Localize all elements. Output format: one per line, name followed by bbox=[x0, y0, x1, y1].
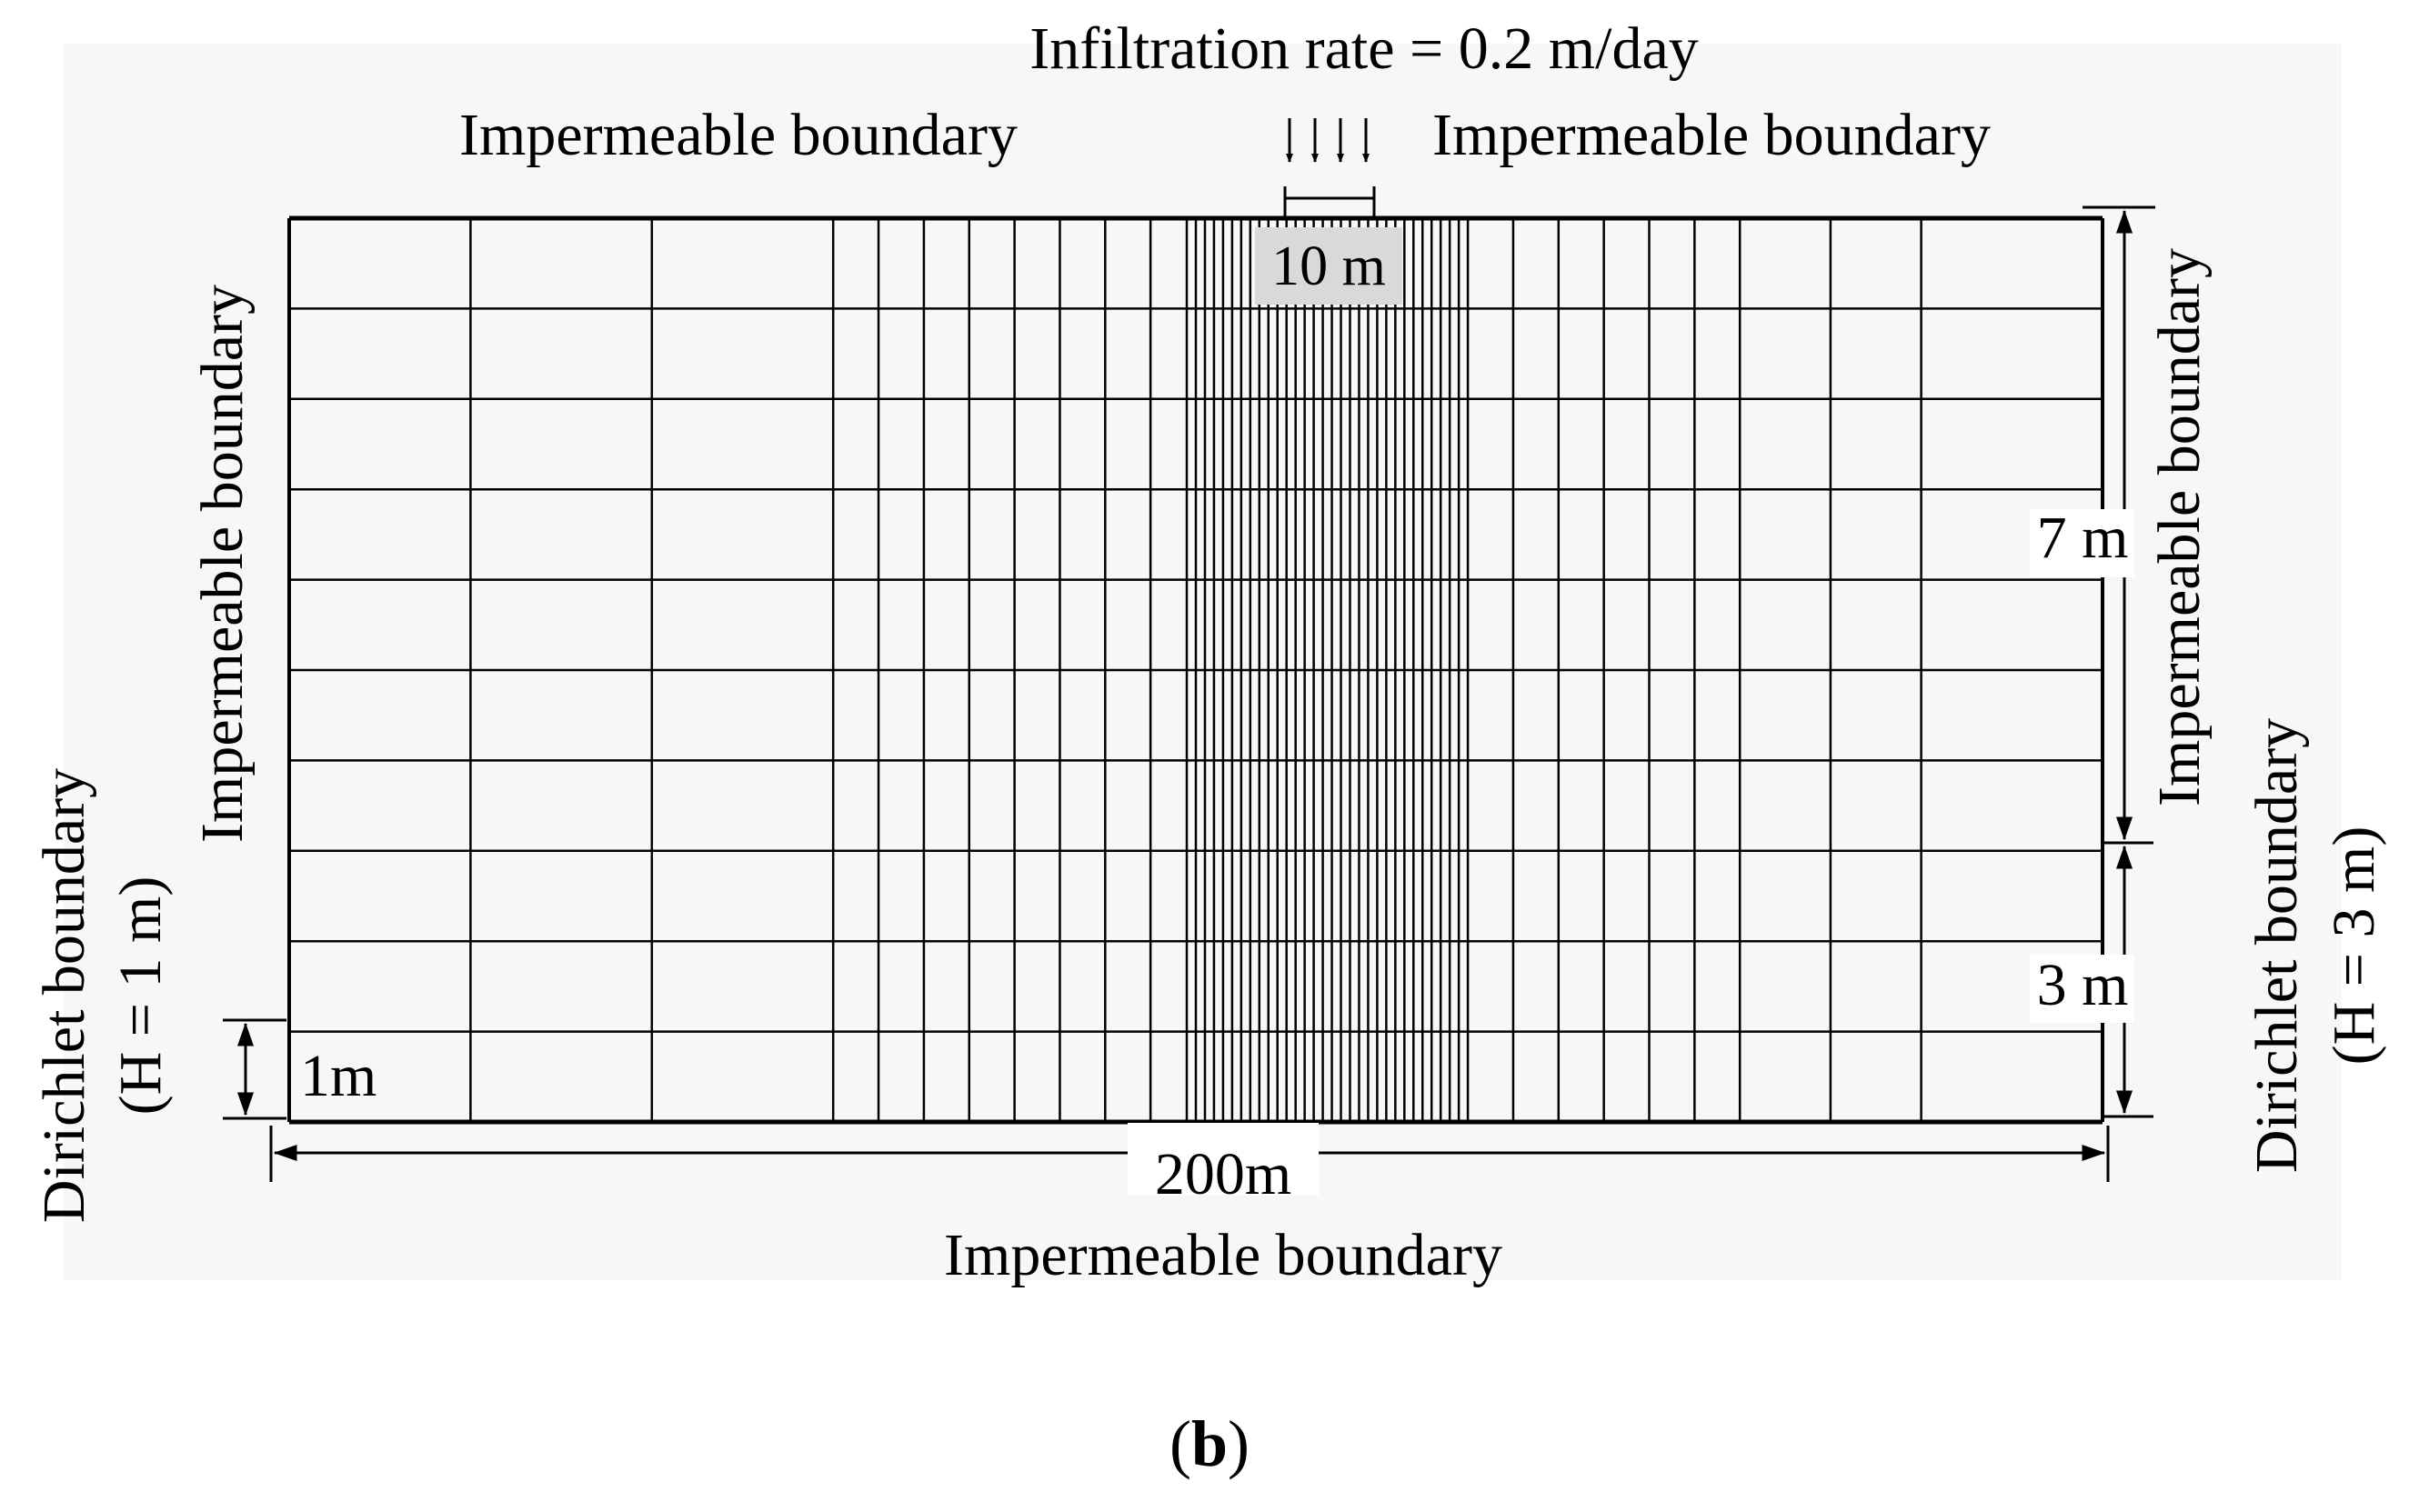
infiltration-label-box bbox=[1255, 227, 1402, 305]
right-upper-label-bg bbox=[2030, 509, 2134, 577]
mesh-grid bbox=[287, 215, 2104, 1125]
bottom-dimension-markers bbox=[269, 1126, 2110, 1182]
right-dirichlet-label-line1: Dirichlet boundary bbox=[2243, 718, 2310, 1173]
infiltration-arrows bbox=[1286, 118, 1370, 163]
left-dirichlet-label-line2: (H = 1 m) bbox=[107, 876, 174, 1116]
figure-caption: (b) bbox=[1169, 1407, 1250, 1480]
infiltration-bracket bbox=[1283, 186, 1376, 216]
top-right-boundary-label: Impermeable boundary bbox=[1432, 102, 1991, 168]
right-boundary-label: Impermeable boundary bbox=[2146, 248, 2213, 806]
right-lower-label-bg bbox=[2030, 955, 2134, 1023]
bottom-dimension-label-bg bbox=[1128, 1123, 1319, 1196]
right-dimension-markers bbox=[2083, 205, 2155, 1118]
right-dirichlet-label-line2: (H = 3 m) bbox=[2321, 826, 2387, 1066]
left-dimension-markers bbox=[223, 1018, 286, 1120]
right-lower-dimension-label: 3 m bbox=[2037, 952, 2129, 1018]
left-dimension-label: 1m bbox=[300, 1043, 376, 1109]
left-dirichlet-label-line1: Dirichlet boundary bbox=[31, 768, 97, 1223]
top-left-boundary-label: Impermeable boundary bbox=[459, 102, 1018, 168]
infiltration-width-label: 10 m bbox=[1271, 235, 1386, 297]
bottom-boundary-label: Impermeable boundary bbox=[944, 1222, 1502, 1288]
left-boundary-label: Impermeable boundary bbox=[189, 285, 256, 843]
bottom-dimension-label: 200m bbox=[1155, 1141, 1291, 1207]
background-panel bbox=[64, 44, 2342, 1280]
right-upper-dimension-label: 7 m bbox=[2037, 505, 2129, 571]
infiltration-rate-label: Infiltration rate = 0.2 m/day bbox=[1029, 15, 1699, 82]
